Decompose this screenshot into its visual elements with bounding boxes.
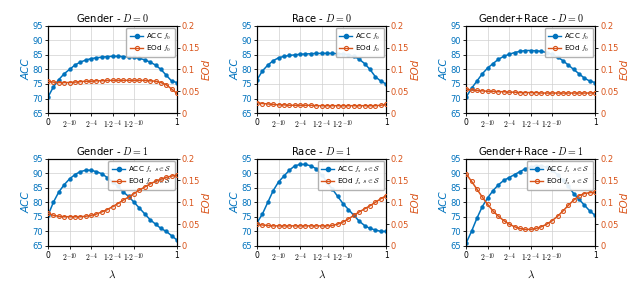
Title: Race - $D=0$: Race - $D=0$	[291, 12, 352, 24]
Legend: ACC $f_0$, EOd $f_0$: ACC $f_0$, EOd $f_0$	[335, 28, 384, 57]
Legend: ACC $f_0$, EOd $f_0$: ACC $f_0$, EOd $f_0$	[545, 28, 593, 57]
Title: Gender - $D=1$: Gender - $D=1$	[76, 145, 148, 157]
Title: Gender+Race - $D=1$: Gender+Race - $D=1$	[478, 145, 584, 157]
Title: Gender+Race - $D=0$: Gender+Race - $D=0$	[477, 12, 584, 24]
Legend: ACC $f_0$, EOd $f_0$: ACC $f_0$, EOd $f_0$	[127, 28, 175, 57]
Legend: ACC $f_s$ $s \in \mathcal{S}$, EOd $f_s$ $s \in \mathcal{S}$: ACC $f_s$ $s \in \mathcal{S}$, EOd $f_s$…	[527, 161, 593, 190]
Y-axis label: ACC: ACC	[21, 59, 31, 80]
Legend: ACC $f_s$ $s \in \mathcal{S}$, EOd $f_s$ $s \in \mathcal{S}$: ACC $f_s$ $s \in \mathcal{S}$, EOd $f_s$…	[317, 161, 384, 190]
Y-axis label: EOd: EOd	[202, 192, 212, 213]
Y-axis label: EOd: EOd	[620, 59, 630, 80]
X-axis label: $\lambda$: $\lambda$	[108, 269, 116, 280]
X-axis label: $\lambda$: $\lambda$	[527, 269, 535, 280]
Title: Gender - $D=0$: Gender - $D=0$	[76, 12, 149, 24]
X-axis label: $\lambda$: $\lambda$	[317, 269, 326, 280]
Y-axis label: EOd: EOd	[411, 192, 420, 213]
Y-axis label: ACC: ACC	[21, 191, 31, 213]
Y-axis label: EOd: EOd	[411, 59, 420, 80]
Y-axis label: ACC: ACC	[439, 59, 449, 80]
Y-axis label: ACC: ACC	[230, 191, 240, 213]
Legend: ACC $f_s$ $s \in \mathcal{S}$, EOd $f_s$ $s \in \mathcal{S}$: ACC $f_s$ $s \in \mathcal{S}$, EOd $f_s$…	[108, 161, 175, 190]
Y-axis label: ACC: ACC	[230, 59, 240, 80]
Y-axis label: EOd: EOd	[202, 59, 212, 80]
Y-axis label: EOd: EOd	[620, 192, 630, 213]
Y-axis label: ACC: ACC	[439, 191, 449, 213]
Title: Race - $D=1$: Race - $D=1$	[291, 145, 352, 157]
